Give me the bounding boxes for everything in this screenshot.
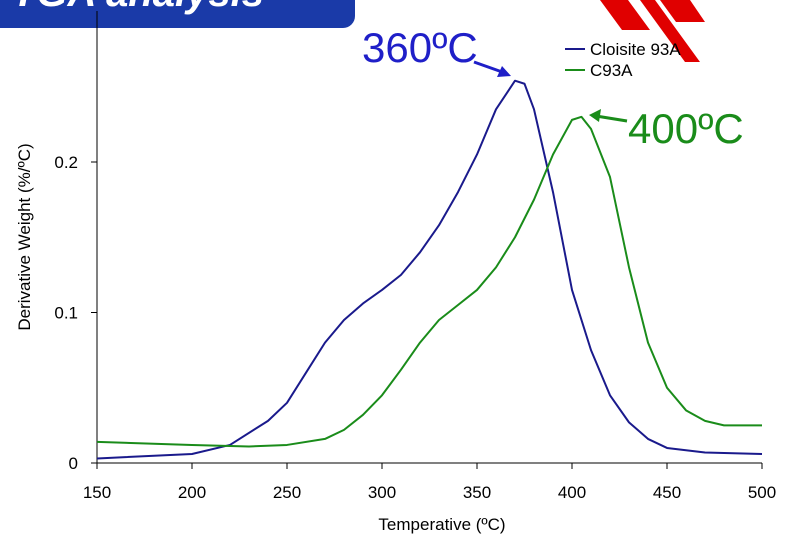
legend-label: C93A <box>590 61 633 80</box>
y-axis-label: Derivative Weight (%/ºC) <box>15 143 34 330</box>
x-tick-label: 150 <box>83 483 111 502</box>
x-tick-label: 350 <box>463 483 491 502</box>
annotation-arrow <box>595 114 628 123</box>
title-box <box>0 0 355 28</box>
x-tick-label: 400 <box>558 483 586 502</box>
annotation-arrowhead <box>589 109 601 122</box>
chart-title: TGA analysis <box>12 0 264 15</box>
x-tick-label: 200 <box>178 483 206 502</box>
annotation-arrowhead <box>497 66 511 77</box>
data-line <box>96 79 763 460</box>
x-tick-label: 450 <box>653 483 681 502</box>
annotation: 360ºC <box>362 24 478 71</box>
x-axis-label: Temperative (ºC) <box>378 515 505 534</box>
x-tick-label: 300 <box>368 483 396 502</box>
y-tick-label: 0.1 <box>54 304 78 323</box>
legend-label: Cloisite 93A <box>590 40 681 59</box>
annotation: 400ºC <box>628 105 744 152</box>
watermark <box>600 0 705 62</box>
y-tick-label: 0.2 <box>54 153 78 172</box>
y-tick-label: 0 <box>69 454 78 473</box>
x-tick-label: 250 <box>273 483 301 502</box>
data-line <box>96 115 762 448</box>
x-tick-label: 500 <box>748 483 776 502</box>
